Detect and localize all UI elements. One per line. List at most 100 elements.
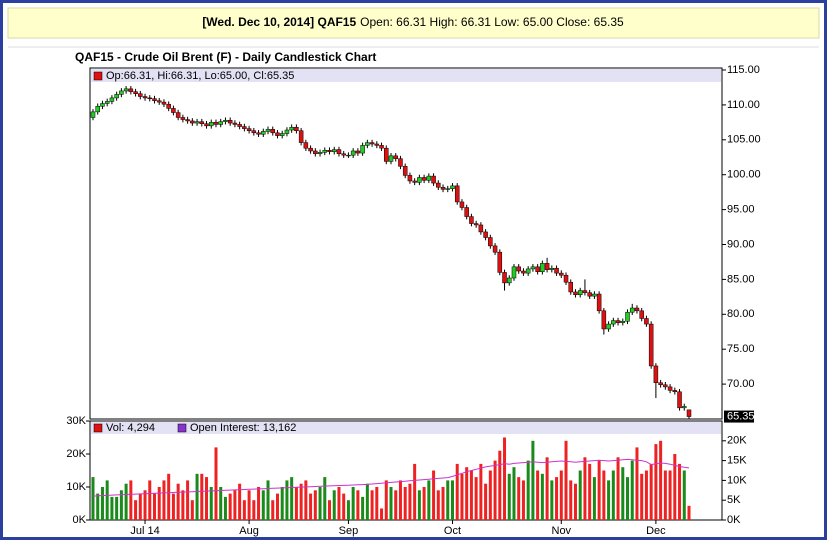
candle-body	[133, 91, 138, 94]
volume-bar	[351, 487, 355, 520]
volume-bar	[592, 477, 596, 520]
candle-body	[350, 150, 356, 156]
volume-bar	[450, 480, 454, 520]
volume-bar	[285, 480, 289, 520]
candle-body	[426, 175, 432, 181]
candle-body	[261, 131, 266, 135]
candle-body	[530, 266, 536, 270]
volume-bar	[299, 483, 303, 520]
candle-body	[270, 129, 275, 134]
candle-body	[559, 272, 564, 276]
candle-body	[507, 277, 512, 284]
candle-body	[355, 150, 361, 154]
y-tick-label: 10K	[66, 481, 86, 493]
candle-body	[213, 122, 219, 125]
volume-bar	[408, 483, 412, 520]
candle-body	[331, 149, 337, 152]
volume-bar	[621, 467, 625, 520]
volume-bar	[678, 463, 682, 520]
y-tick-label: 20K	[66, 448, 86, 460]
candle-body	[672, 390, 678, 393]
candle-body	[128, 88, 134, 92]
y-tick-label: 0K	[73, 514, 87, 526]
volume-bar	[474, 477, 478, 520]
volume-bar	[271, 500, 275, 520]
candle-body	[582, 290, 588, 293]
header-box	[7, 7, 820, 39]
volume-bar	[597, 460, 601, 520]
volume-bar	[275, 493, 279, 520]
volume-bar	[422, 487, 426, 520]
candle-body	[606, 323, 611, 330]
volume-bar	[365, 483, 369, 520]
candle-body	[511, 266, 517, 279]
volume-bar	[630, 460, 634, 520]
candle-body	[256, 132, 261, 135]
candle-body	[653, 365, 659, 383]
candle-body	[204, 123, 209, 127]
volume-bar	[460, 473, 464, 520]
volume-bar	[252, 500, 256, 520]
y-tick-label: 30K	[66, 415, 86, 427]
volume-bar	[195, 473, 199, 520]
volume-bar	[583, 457, 587, 520]
volume-bar	[138, 493, 142, 520]
candle-body	[563, 274, 569, 283]
candle-body	[473, 223, 479, 226]
candle-body	[431, 175, 436, 184]
candle-body	[308, 147, 313, 152]
candle-body	[322, 150, 328, 153]
volume-bar	[668, 470, 672, 520]
candle-body	[521, 270, 526, 274]
volume-bar	[157, 487, 161, 520]
candle-body	[374, 143, 380, 146]
candle-body	[440, 187, 446, 190]
candle-body	[237, 124, 242, 127]
volume-bar	[427, 480, 431, 520]
candle-body	[104, 101, 110, 104]
candle-body	[114, 94, 119, 99]
price-legend-strip	[91, 69, 721, 82]
volume-bar	[611, 470, 615, 520]
volume-bar	[649, 463, 653, 520]
volume-bar	[342, 493, 346, 520]
volume-bar	[389, 487, 393, 520]
volume-bar	[469, 470, 473, 520]
volume-bar	[512, 467, 516, 520]
legend-swatch	[177, 423, 187, 433]
volume-bar	[498, 450, 502, 520]
candle-body	[648, 323, 654, 367]
volume-bar	[91, 477, 95, 520]
volume-bar	[375, 487, 379, 520]
candle-body	[227, 120, 233, 124]
candle-body	[379, 145, 384, 149]
y-tick-label: 75.00	[727, 343, 755, 355]
volume-bar	[105, 480, 109, 520]
candle-body	[95, 106, 100, 113]
candle-body	[587, 292, 592, 297]
volume-bar	[484, 483, 488, 520]
y-tick-label: 90.00	[727, 238, 755, 250]
candle-body	[265, 129, 271, 132]
volume-bar	[309, 493, 313, 520]
candle-body	[568, 281, 573, 293]
candle-body	[242, 126, 247, 129]
legend-swatch	[93, 423, 103, 433]
volume-bar	[545, 457, 549, 520]
volume-bar	[228, 493, 232, 520]
volume-bar	[573, 483, 577, 520]
volume-bar	[521, 480, 525, 520]
x-tick-label: Sep	[339, 525, 359, 537]
candle-body	[360, 145, 365, 154]
volume-bar	[413, 463, 417, 520]
candle-body	[109, 97, 115, 102]
volume-bar	[626, 477, 630, 520]
candle-body	[445, 188, 451, 190]
volume-bar	[332, 490, 336, 520]
volume-bar	[493, 460, 497, 520]
volume-bar	[455, 463, 459, 520]
x-tick-label: Jul 14	[130, 525, 159, 537]
candle-body	[592, 293, 597, 297]
volume-bar	[200, 473, 204, 520]
volume-bar	[257, 487, 261, 520]
